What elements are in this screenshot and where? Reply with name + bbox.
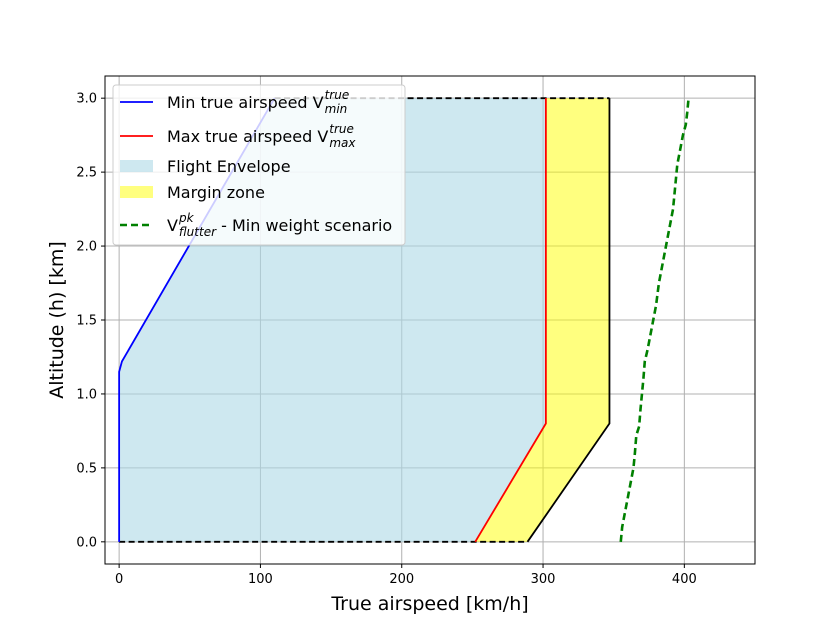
legend-box: [112, 84, 406, 246]
y-axis-label: Altitude (h) [km]: [46, 241, 68, 399]
legend-label-flutter: Vpk flutter - Min weight scenario: [167, 211, 392, 239]
legend-swatch-margin: [120, 186, 153, 198]
line-vmax: [474, 98, 547, 543]
x-tick-label: 0: [115, 572, 123, 587]
x-tick-label: 400: [672, 572, 697, 587]
x-axis-label: True airspeed [km/h]: [330, 593, 528, 615]
x-tick-label: 200: [389, 572, 414, 587]
area-margin: [475, 98, 610, 542]
x-tick-label: 300: [531, 572, 556, 587]
line-flutter: [619, 98, 690, 542]
y-tick-label: 3.0: [76, 92, 97, 107]
legend: Min true airspeed Vtrue min Max true airsp…: [112, 84, 406, 246]
y-tick-label: 0.5: [76, 461, 97, 476]
y-tick-label: 1.0: [76, 387, 97, 402]
legend-swatch-envelope: [120, 160, 153, 172]
y-tick-label: 0.0: [76, 535, 97, 550]
legend-label-vmin: Min true airspeed Vtrue min: [167, 88, 349, 116]
x-tick-label: 100: [248, 572, 273, 587]
ticks: 0 100 200 300 400 0.0 0.5 1.0 1.5 2.0 2.5 3.0: [76, 92, 696, 587]
y-tick-label: 1.5: [76, 314, 97, 329]
line-margin_edge: [526, 98, 611, 543]
legend-label-vmax: Max true airspeed Vtrue max: [167, 122, 356, 150]
legend-label-margin: Margin zone: [167, 183, 265, 202]
y-tick-label: 2.5: [76, 166, 97, 181]
legend-label-envelope: Flight Envelope: [167, 157, 291, 176]
y-tick-label: 2.0: [76, 240, 97, 255]
